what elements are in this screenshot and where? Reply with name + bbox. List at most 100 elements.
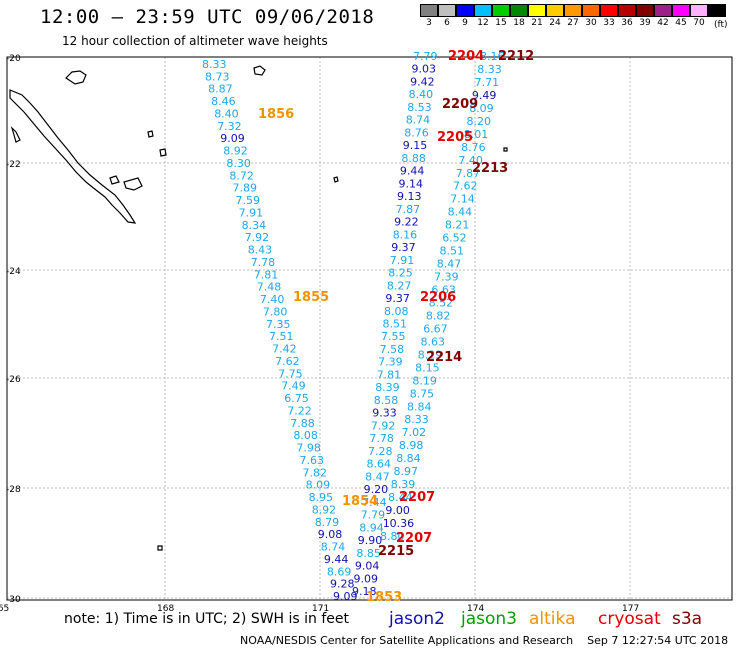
wave-height-reading: 7.81 <box>254 268 278 281</box>
credit-text: NOAA/NESDIS Center for Satellite Applica… <box>240 634 574 647</box>
island-loyalty-a <box>159 148 167 157</box>
wave-height-reading: 8.19 <box>412 374 437 387</box>
wave-height-reading: 8.72 <box>229 169 254 182</box>
wave-height-reading: 7.92 <box>371 419 396 432</box>
island-grande-terre <box>9 89 137 224</box>
wave-height-reading: 8.33 <box>404 413 429 426</box>
wave-height-reading: 9.37 <box>385 292 410 305</box>
wave-height-reading: 7.87 <box>456 167 481 180</box>
legend-label: 27 <box>567 18 579 28</box>
timestamp: Sep 7 12:27:54 UTC 2018 <box>587 634 729 647</box>
wave-height-reading: 8.16 <box>393 228 418 241</box>
wave-height-reading: 7.92 <box>245 231 270 244</box>
wave-height-reading: 8.84 <box>407 400 432 413</box>
wave-height-reading: 8.43 <box>248 244 273 257</box>
y-tick-label: -28 <box>6 485 21 495</box>
legend-swatch <box>528 4 546 17</box>
wave-height-reading: 8.74 <box>406 114 431 127</box>
legend-label: 18 <box>513 18 525 28</box>
legend-label: 21 <box>531 18 543 28</box>
legend-swatch <box>672 4 690 17</box>
legend-label: 45 <box>675 18 687 28</box>
wave-height-reading: 8.39 <box>375 381 400 394</box>
legend-label: 3 <box>426 18 432 28</box>
wave-height-reading: 8.27 <box>387 279 412 292</box>
wave-height-reading: 8.94 <box>359 521 384 534</box>
wave-height-reading: 8.84 <box>396 452 421 465</box>
pass-time-label: 2207 <box>399 490 435 505</box>
wave-height-reading: 9.44 <box>324 553 349 566</box>
wave-height-reading: 8.76 <box>404 126 429 139</box>
wave-height-reading: 8.69 <box>327 565 352 578</box>
legend-swatch <box>492 4 510 17</box>
y-tick-label: -22 <box>6 160 21 170</box>
wave-height-reading: 7.49 <box>281 380 306 393</box>
wave-height-reading: 8.44 <box>388 491 413 504</box>
legend-label: 39 <box>639 18 651 28</box>
chart-subtitle: 12 hour collection of altimeter wave hei… <box>62 34 328 48</box>
wave-height-reading: 8.75 <box>410 387 435 400</box>
wave-height-reading: 9.37 <box>391 241 416 254</box>
wave-height-reading: 9.44 <box>400 165 425 178</box>
wave-height-reading: 8.47 <box>365 470 390 483</box>
legend-swatch <box>600 4 618 17</box>
legend-altika: altika <box>529 609 576 629</box>
x-tick-label: 165 <box>0 604 9 614</box>
pass-time-label: 2214 <box>426 350 462 365</box>
legend-swatch <box>690 4 708 17</box>
wave-height-reading: 9.00 <box>385 504 410 517</box>
legend-swatch <box>636 4 654 17</box>
color-legend: 3 6 9 12 15 18 21 24 27 30 33 36 39 42 45 70 <box>420 4 726 28</box>
wave-height-reading: 9.22 <box>394 216 419 229</box>
wave-height-reading: 7.62 <box>453 180 478 193</box>
pass-time-label: 2212 <box>498 49 534 64</box>
wave-height-reading: 7.42 <box>272 343 297 356</box>
chart-title: 12:00 – 23:59 UTC 09/06/2018 <box>40 6 375 28</box>
wave-height-reading: 7.88 <box>290 417 315 430</box>
wave-height-reading: 8.98 <box>399 439 424 452</box>
wave-height-reading: 9.20 <box>364 483 389 496</box>
legend-label: 70 <box>693 18 705 28</box>
wave-height-reading: 8.25 <box>388 267 413 280</box>
wave-height-reading: 7.98 <box>296 442 321 455</box>
pass-time-label: 1855 <box>293 290 329 305</box>
wave-height-reading: 9.03 <box>412 63 437 76</box>
wave-height-reading: 9.04 <box>355 560 380 573</box>
wave-height-reading: 8.88 <box>401 152 426 165</box>
wave-height-reading: 7.78 <box>251 256 276 269</box>
wave-height-reading: 9.28 <box>330 578 355 591</box>
wave-height-reading: 8.87 <box>208 83 233 96</box>
x-tick-label: 168 <box>157 604 174 614</box>
wave-height-reading: 9.09 <box>333 590 358 603</box>
legend-swatch <box>474 4 492 17</box>
legend-label: 24 <box>549 18 561 28</box>
wave-height-reading: 9.15 <box>403 139 428 152</box>
legend-swatch <box>456 4 474 17</box>
wave-height-reading: 8.79 <box>315 516 340 529</box>
legend-swatch <box>420 4 438 17</box>
legend-label: 33 <box>603 18 615 28</box>
legend-label: 12 <box>477 18 489 28</box>
wave-height-reading: 8.44 <box>448 206 473 219</box>
wave-height-reading: 8.51 <box>383 318 408 331</box>
pass-time-label: 2206 <box>420 290 456 305</box>
wave-height-reading: 8.51 <box>440 245 465 258</box>
wave-height-reading: 8.85 <box>356 547 381 560</box>
x-tick-label: 177 <box>622 604 639 614</box>
wave-height-reading: 7.55 <box>381 330 406 343</box>
wave-height-reading: 8.95 <box>309 491 334 504</box>
footnote: note: 1) Time is in UTC; 2) SWH is in fe… <box>64 611 350 627</box>
wave-height-reading: 8.58 <box>374 394 399 407</box>
legend-jason2: jason2 <box>389 609 445 629</box>
wave-height-reading: 7.62 <box>275 355 300 368</box>
wave-height-reading: 7.59 <box>236 194 261 207</box>
pass-time-label: 2213 <box>472 161 508 176</box>
wave-height-reading: 8.97 <box>394 465 419 478</box>
wave-height-reading: 7.91 <box>390 254 415 267</box>
legend-label: 30 <box>585 18 597 28</box>
wave-height-reading: 8.09 <box>306 479 331 492</box>
islet-b <box>147 130 154 138</box>
y-tick-label: -26 <box>6 375 21 385</box>
wave-height-reading: 6.75 <box>284 392 309 405</box>
island-pines <box>123 177 143 191</box>
